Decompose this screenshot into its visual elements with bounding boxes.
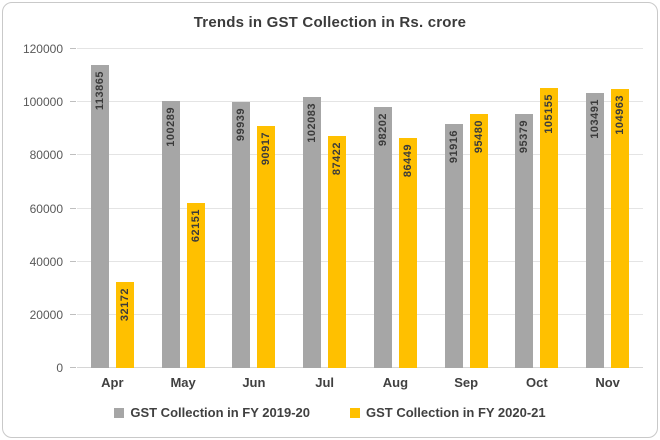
bar-2020-21-may: 62151	[186, 202, 205, 368]
legend-label: GST Collection in FY 2019-20	[130, 405, 310, 420]
plot-area: 113865 32172 100289 62151 99939 90917 102083 87…	[77, 48, 643, 368]
gridline	[77, 101, 643, 103]
gridline	[77, 367, 643, 368]
gridline	[77, 207, 643, 209]
x-tick-label-may: May	[170, 375, 196, 390]
bar-value-label: 98202	[376, 112, 389, 147]
bar-value-label: 32172	[118, 288, 131, 322]
bar-value-label: 113865	[93, 71, 106, 111]
x-tick-label-apr: Apr	[101, 375, 124, 390]
bar-value-label: 102083	[306, 102, 319, 143]
bar-group-nov: 103491 104963	[572, 49, 643, 368]
x-tick-label-nov: Nov	[595, 375, 620, 390]
y-tick-label: 80000	[29, 148, 63, 163]
x-tick-label-oct: Oct	[526, 375, 548, 390]
y-axis: 0 20000 40000 60000 80000 100000 120000	[3, 42, 76, 375]
bar-2019-20-jul: 102083	[303, 96, 322, 368]
y-tick-mark	[70, 313, 76, 315]
bar-value-label: 62151	[189, 208, 202, 242]
y-tick-label: 100000	[22, 95, 63, 110]
x-tick-label-jul: Jul	[315, 375, 335, 390]
y-tick-mark	[70, 260, 76, 262]
bar-value-label: 95379	[518, 120, 531, 154]
x-axis: Apr May Jun Jul Aug Sep Oct Nov	[77, 375, 643, 393]
bar-group-sep: 91916 95480	[431, 49, 502, 368]
y-tick-label: 40000	[29, 254, 63, 269]
bar-2019-20-may: 100289	[161, 101, 180, 368]
legend-swatch-icon	[350, 407, 360, 418]
bar-value-label: 95480	[472, 120, 485, 154]
gridline	[77, 154, 643, 156]
legend-item: GST Collection in FY 2020-21	[350, 405, 546, 420]
y-tick-mark	[70, 207, 76, 209]
y-tick-mark	[70, 367, 76, 368]
bar-groups: 113865 32172 100289 62151 99939 90917 102083 87…	[77, 49, 643, 368]
bar-2020-21-jun: 90917	[257, 126, 276, 368]
y-tick-label: 60000	[29, 201, 63, 216]
gridline	[77, 313, 643, 315]
y-tick-label: 0	[56, 361, 63, 375]
x-tick-label-jun: Jun	[242, 375, 266, 390]
bar-2019-20-aug: 98202	[373, 106, 392, 368]
legend-swatch-icon	[114, 407, 125, 418]
bar-2019-20-apr: 113865	[90, 65, 109, 368]
legend-label: GST Collection in FY 2020-21	[366, 405, 546, 420]
bar-value-label: 87422	[331, 141, 344, 175]
bar-2020-21-sep: 95480	[469, 114, 488, 368]
bar-2020-21-oct: 105155	[540, 88, 559, 368]
y-tick-mark	[70, 154, 76, 156]
bar-2020-21-apr: 32172	[115, 282, 134, 368]
bar-value-label: 91916	[447, 129, 460, 163]
legend-item: GST Collection in FY 2019-20	[114, 405, 310, 420]
x-tick-label-aug: Aug	[382, 375, 409, 390]
bar-2019-20-nov: 103491	[586, 92, 605, 368]
bar-group-may: 100289 62151	[148, 49, 219, 368]
bar-value-label: 99939	[235, 108, 248, 142]
bar-value-label: 86449	[401, 144, 414, 178]
bar-group-oct: 95379 105155	[502, 49, 573, 368]
y-tick-label: 20000	[29, 307, 63, 322]
bar-2019-20-oct: 95379	[515, 114, 534, 368]
x-tick-label-sep: Sep	[454, 375, 479, 390]
y-tick-label: 120000	[22, 42, 63, 56]
bar-2019-20-sep: 91916	[444, 123, 463, 368]
bar-group-jun: 99939 90917	[219, 49, 290, 368]
y-tick-mark	[70, 101, 76, 103]
bar-2019-20-jun: 99939	[232, 102, 251, 368]
bar-2020-21-jul: 87422	[328, 135, 347, 368]
bar-value-label: 104963	[614, 94, 627, 135]
bar-2020-21-aug: 86449	[398, 138, 417, 368]
bar-group-aug: 98202 86449	[360, 49, 431, 368]
legend: GST Collection in FY 2019-20 GST Collecti…	[3, 405, 657, 420]
bar-value-label: 90917	[260, 132, 273, 166]
y-tick-mark	[70, 48, 76, 49]
bar-group-jul: 102083 87422	[289, 49, 360, 368]
bar-value-label: 100289	[164, 107, 177, 148]
bar-2020-21-nov: 104963	[611, 88, 630, 368]
bar-group-apr: 113865 32172	[77, 49, 148, 368]
gridline	[77, 260, 643, 262]
gridline	[77, 48, 643, 49]
bar-value-label: 105155	[543, 94, 556, 135]
bar-value-label: 103491	[589, 98, 602, 139]
chart-title: Trends in GST Collection in Rs. crore	[193, 14, 467, 31]
